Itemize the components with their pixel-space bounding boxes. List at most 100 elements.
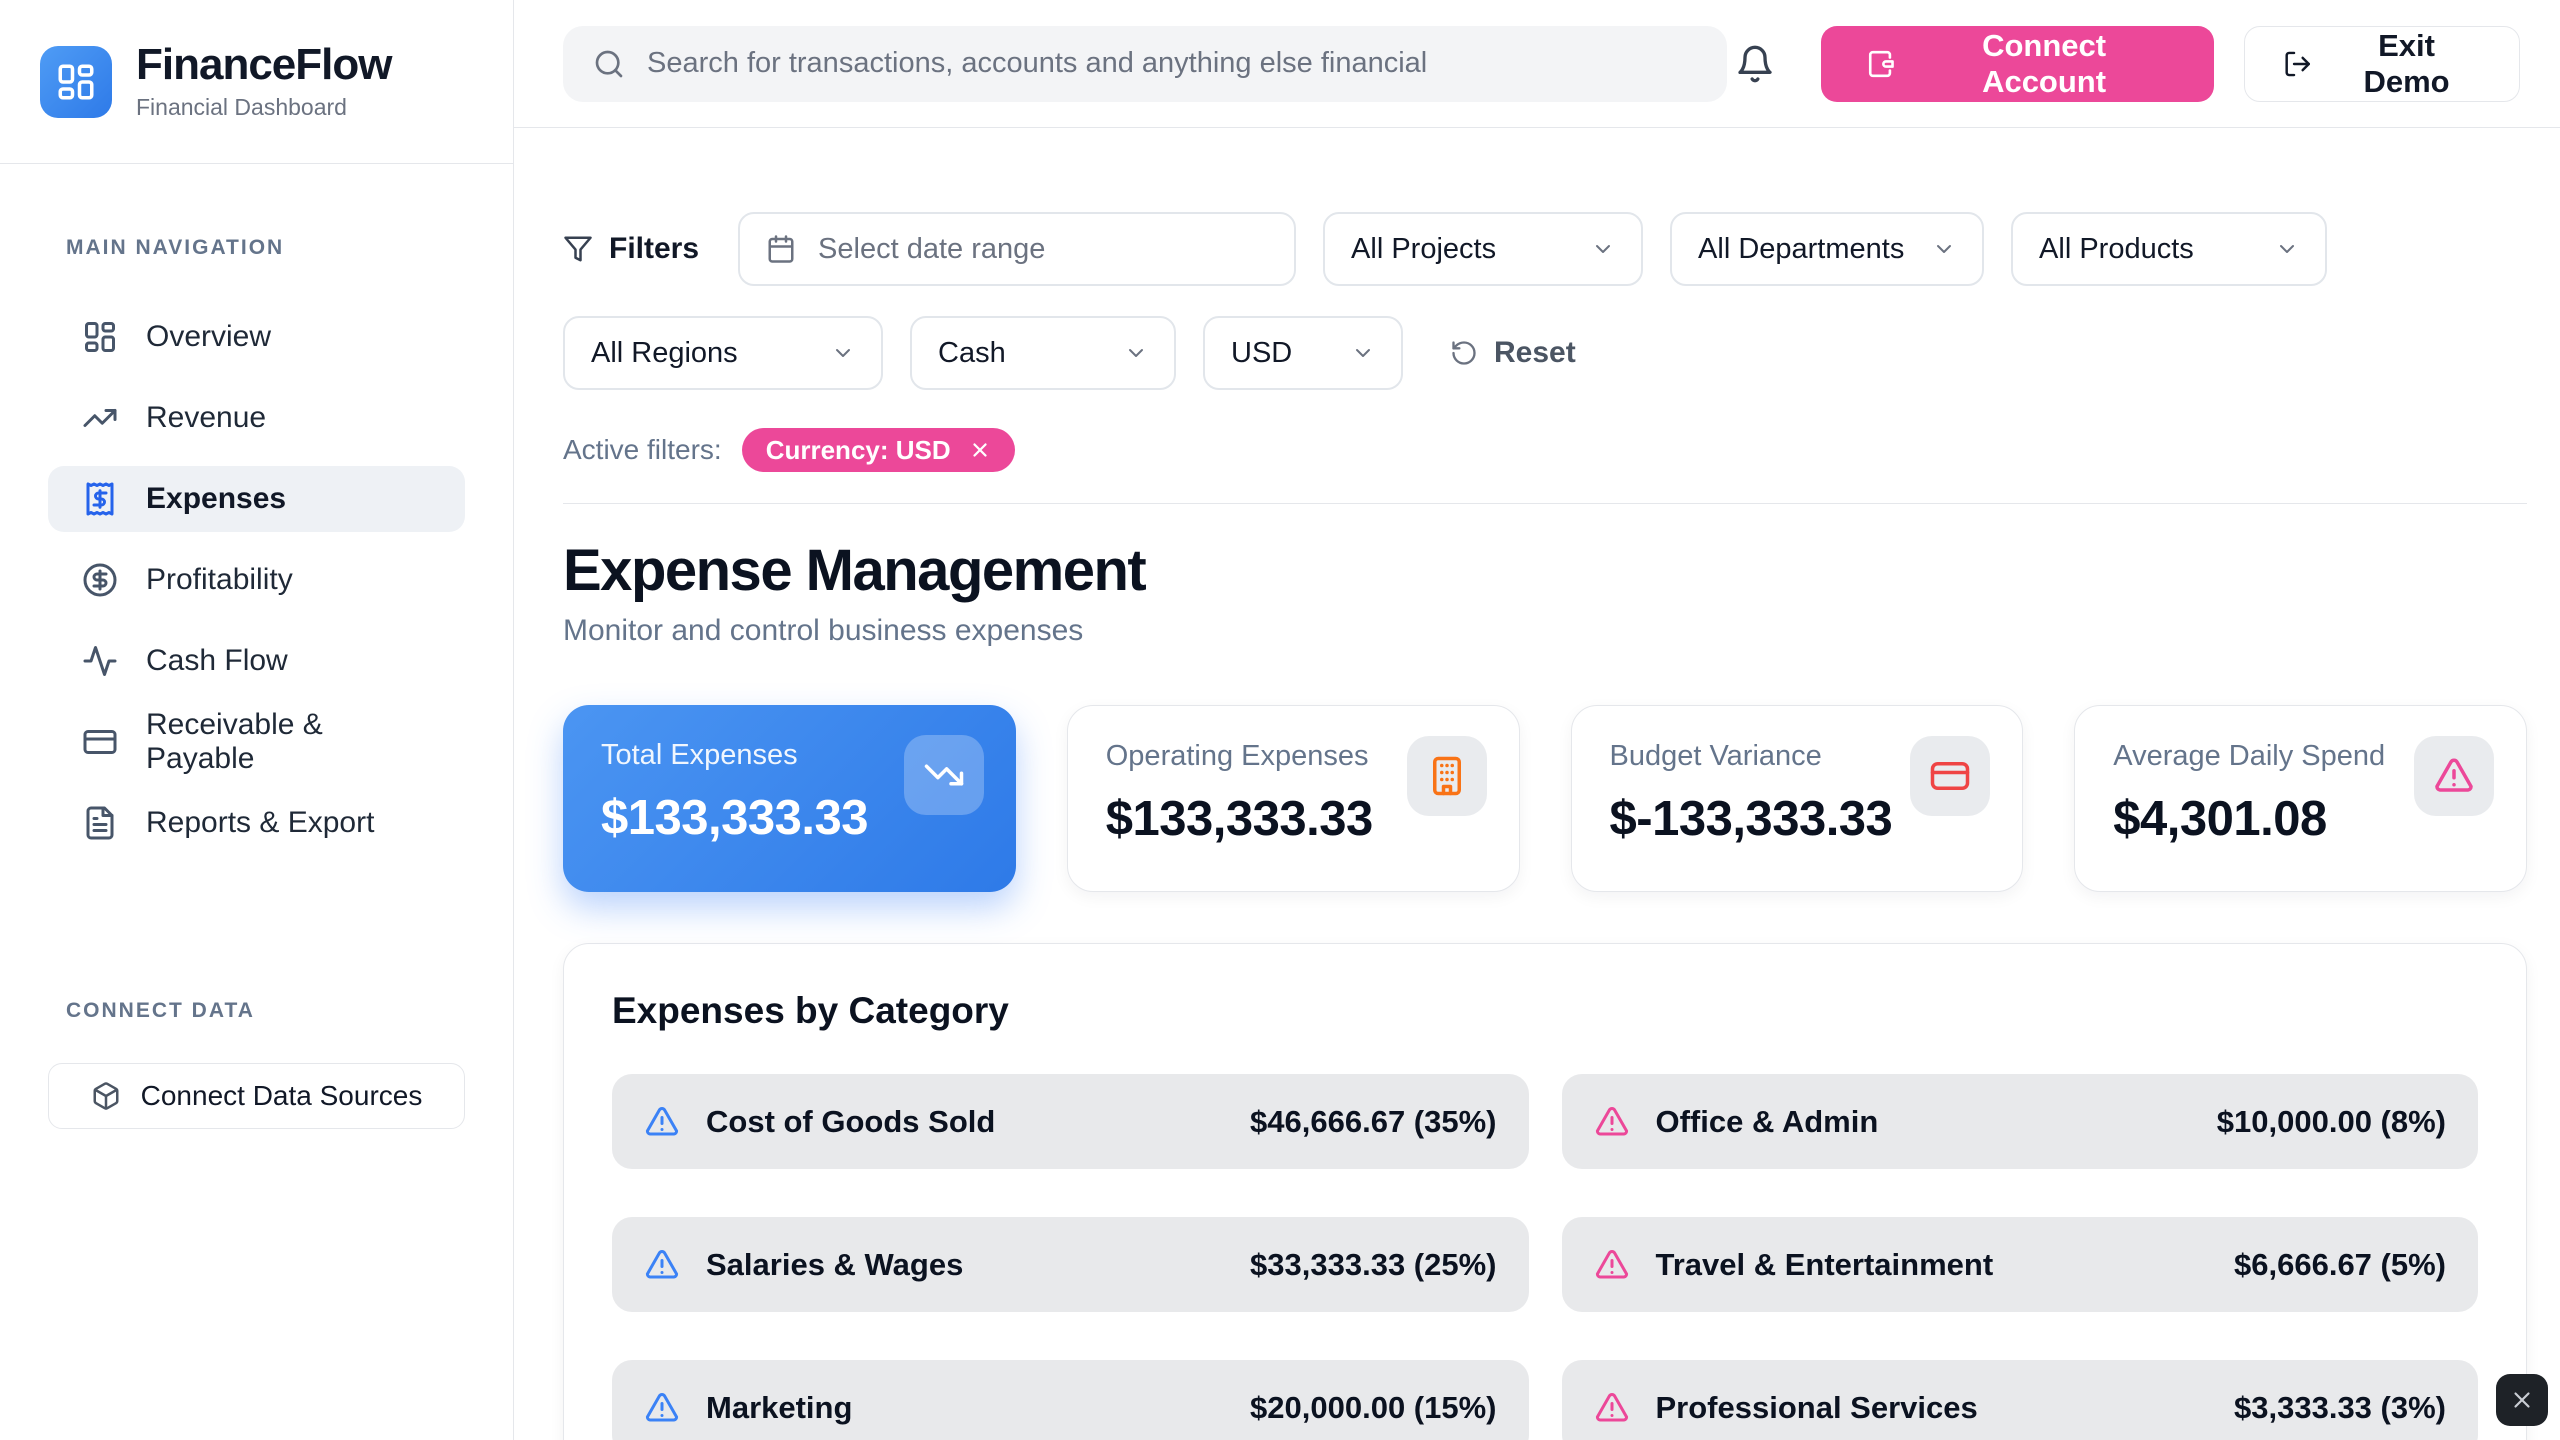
activity-icon <box>82 643 118 679</box>
alert-triangle-icon <box>645 1392 679 1421</box>
stat-label: Average Daily Spend <box>2113 740 2386 772</box>
brand-header: FinanceFlow Financial Dashboard <box>0 0 513 164</box>
sidebar-item-label: Reports & Export <box>146 806 375 839</box>
remove-filter-icon[interactable] <box>969 439 991 461</box>
connect-section-label: CONNECT DATA <box>66 999 255 1022</box>
stat-card-average-daily-spend[interactable]: Average Daily Spend $4,301.08 <box>2074 705 2527 892</box>
connect-button-label: Connect Data Sources <box>140 1080 423 1111</box>
search-icon <box>595 50 623 77</box>
products-select[interactable]: All Products <box>2011 212 2328 286</box>
cash-basis-select[interactable]: Cash <box>910 316 1176 390</box>
alert-triangle-icon <box>645 1106 679 1135</box>
file-text-icon <box>82 805 118 841</box>
chevron-down-icon <box>1129 349 1143 357</box>
stat-cards-row: Total Expenses $133,333.33 Operating Exp… <box>563 705 2527 892</box>
sidebar-item-receivable-payable[interactable]: Receivable & Payable <box>48 708 465 775</box>
app-subtitle: Financial Dashboard <box>136 93 347 120</box>
date-range-placeholder: Select date range <box>818 232 1046 265</box>
category-name: Marketing <box>706 1389 853 1425</box>
departments-select[interactable]: All Departments <box>1670 212 1985 286</box>
sidebar-item-reports-export[interactable]: Reports & Export <box>48 790 465 856</box>
category-name: Cost of Goods Sold <box>706 1103 996 1139</box>
sidebar-item-revenue[interactable]: Revenue <box>48 385 465 451</box>
connect-account-label: Connect Account <box>1982 27 2107 99</box>
notifications-button[interactable] <box>1727 36 1783 92</box>
alert-triangle-icon <box>1595 1249 1628 1278</box>
regions-select[interactable]: All Regions <box>563 316 883 390</box>
connect-account-button[interactable]: Connect Account <box>1821 25 2214 102</box>
stat-value: $133,333.33 <box>1105 792 1373 846</box>
filters-label: Filters <box>563 232 699 266</box>
funnel-icon <box>564 236 592 262</box>
category-row-cost-of-goods-sold[interactable]: Cost of Goods Sold $46,666.67 (35%) <box>612 1074 1529 1169</box>
sidebar-item-overview[interactable]: Overview <box>48 304 465 370</box>
log-out-icon <box>2285 51 2310 76</box>
sidebar-item-profitability[interactable]: Profitability <box>48 547 465 613</box>
building-icon <box>1406 736 1487 816</box>
brand-text: FinanceFlow Financial Dashboard <box>136 40 392 120</box>
receipt-icon <box>82 481 118 517</box>
stat-value: $-133,333.33 <box>1609 792 1893 846</box>
alert-triangle-icon <box>1595 1392 1628 1421</box>
close-widget-button[interactable] <box>2496 1374 2548 1426</box>
sidebar-item-label: Profitability <box>146 563 293 596</box>
category-value: $20,000.00 (15%) <box>1250 1389 1497 1425</box>
category-row-professional-services[interactable]: Professional Services $3,333.33 (3%) <box>1561 1360 2478 1440</box>
search-input[interactable] <box>647 47 1698 80</box>
stat-value: $133,333.33 <box>601 791 868 845</box>
stat-value: $4,301.08 <box>2113 792 2327 846</box>
category-row-travel-entertainment[interactable]: Travel & Entertainment $6,666.67 (5%) <box>1561 1217 2478 1312</box>
dollar-circle-icon <box>82 562 118 598</box>
package-icon <box>93 1082 119 1110</box>
category-row-marketing[interactable]: Marketing $20,000.00 (15%) <box>612 1360 1529 1440</box>
stat-label: Budget Variance <box>1609 740 1822 772</box>
calendar-icon <box>768 235 794 263</box>
filters-row-2: All Regions Cash USD Reset <box>563 316 2527 390</box>
category-value: $33,333.33 (25%) <box>1250 1246 1497 1282</box>
currency-filter-chip[interactable]: Currency: USD <box>741 428 1015 472</box>
sidebar-item-expenses[interactable]: Expenses <box>48 466 465 532</box>
category-name: Travel & Entertainment <box>1655 1246 1994 1282</box>
stat-card-budget-variance[interactable]: Budget Variance $-133,333.33 <box>1570 705 2024 892</box>
category-value: $46,666.67 (35%) <box>1250 1103 1497 1139</box>
active-filters-row: Active filters: Currency: USD <box>563 428 2527 472</box>
chevron-down-icon <box>1596 245 1611 253</box>
category-name: Office & Admin <box>1655 1103 1879 1139</box>
app-logo-icon <box>40 45 112 118</box>
reset-filters-button[interactable]: Reset <box>1450 336 1576 370</box>
chevron-down-icon <box>1356 349 1370 357</box>
alert-triangle-icon <box>645 1249 679 1278</box>
app-title: FinanceFlow <box>136 40 392 90</box>
search-box[interactable] <box>563 25 1728 102</box>
sidebar-item-label: Overview <box>146 320 272 353</box>
sidebar: FinanceFlow Financial Dashboard MAIN NAV… <box>0 0 514 1440</box>
sidebar-item-cash-flow[interactable]: Cash Flow <box>48 628 465 694</box>
stat-label: Total Expenses <box>601 739 798 771</box>
exit-demo-button[interactable]: Exit Demo <box>2243 25 2520 102</box>
category-value: $6,666.67 (5%) <box>2234 1246 2446 1282</box>
exit-demo-label: Exit Demo <box>2363 27 2450 99</box>
stat-card-total-expenses[interactable]: Total Expenses $133,333.33 <box>563 705 1016 892</box>
sidebar-item-label: Receivable & Payable <box>146 708 323 775</box>
connect-data-sources-button[interactable]: Connect Data Sources <box>48 1063 465 1129</box>
wallet-icon <box>1869 50 1894 77</box>
page-subtitle: Monitor and control business expenses <box>563 614 1084 647</box>
stat-card-operating-expenses[interactable]: Operating Expenses $133,333.33 <box>1066 705 1520 892</box>
main-area: Connect Account Exit Demo Filters Select… <box>514 0 2560 1440</box>
sidebar-item-label: Expenses <box>146 482 287 515</box>
dashboard-icon <box>82 319 118 355</box>
filters-row-1: Filters Select date range All Projects A… <box>563 212 2527 286</box>
nav-section-label: MAIN NAVIGATION <box>66 236 285 259</box>
chevron-down-icon <box>1937 245 1952 253</box>
category-grid: Cost of Goods Sold $46,666.67 (35%) Offi… <box>612 1074 2478 1440</box>
alert-triangle-icon <box>2414 736 2494 816</box>
category-row-salaries-wages[interactable]: Salaries & Wages $33,333.33 (25%) <box>612 1217 1529 1312</box>
bell-icon <box>1738 45 1772 82</box>
date-range-input[interactable]: Select date range <box>738 212 1297 286</box>
projects-select[interactable]: All Projects <box>1323 212 1644 286</box>
category-section-title: Expenses by Category <box>612 990 1009 1031</box>
top-header: Connect Account Exit Demo <box>514 0 2560 128</box>
alert-triangle-icon <box>1595 1106 1628 1135</box>
category-row-office-admin[interactable]: Office & Admin $10,000.00 (8%) <box>1561 1074 2478 1169</box>
currency-select[interactable]: USD <box>1203 316 1403 390</box>
